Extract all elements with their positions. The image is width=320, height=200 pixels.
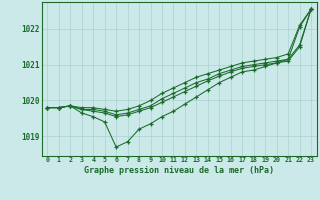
X-axis label: Graphe pression niveau de la mer (hPa): Graphe pression niveau de la mer (hPa) [84, 166, 274, 175]
